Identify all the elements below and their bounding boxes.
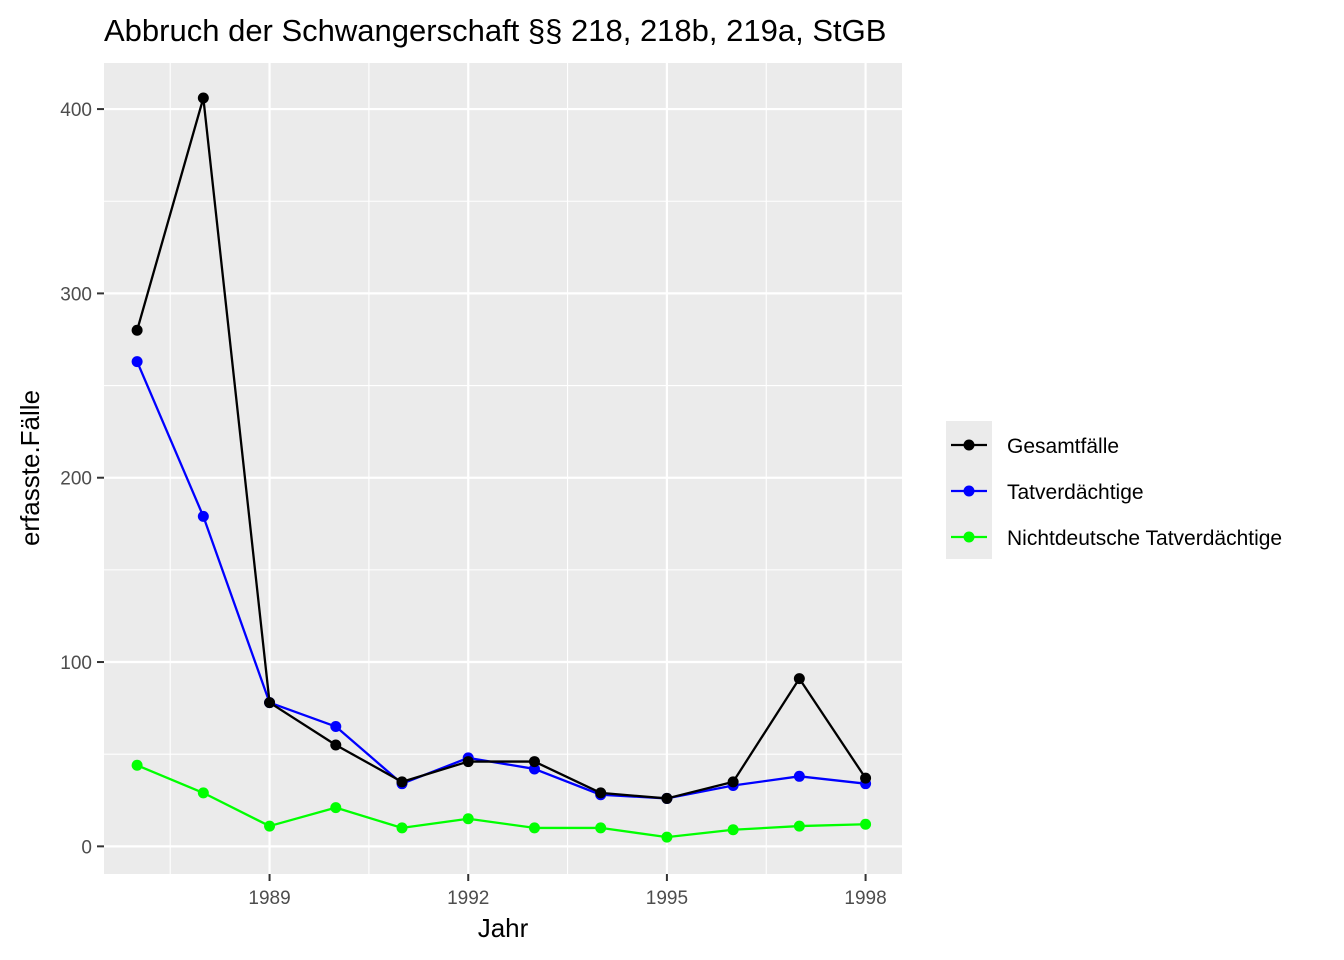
data-point	[131, 759, 143, 771]
data-point	[528, 822, 540, 834]
series-1	[131, 92, 872, 804]
data-point	[793, 673, 805, 685]
data-point	[197, 92, 209, 104]
y-tick-label: 200	[60, 469, 92, 490]
data-point	[197, 510, 209, 522]
data-point	[793, 820, 805, 832]
y-tick-label: 0	[81, 837, 92, 858]
minor-gridlines	[104, 63, 902, 874]
legend: Gesamtfälle Tatverdächtige Nichtdeutsche T…	[946, 421, 1282, 559]
y-tick-label: 400	[60, 100, 92, 121]
x-tick-label: 1995	[646, 888, 688, 909]
data-point	[197, 787, 209, 799]
x-axis-title: Jahr	[478, 913, 529, 943]
y-tick-label: 300	[60, 284, 92, 305]
data-point	[661, 831, 673, 843]
data-point	[727, 776, 739, 788]
x-tick-label: 1992	[447, 888, 489, 909]
data-point	[330, 739, 342, 751]
legend-label: Gesamtfälle	[1007, 435, 1119, 458]
data-point	[793, 770, 805, 782]
legend-label: Nichtdeutsche Tatverdächtige	[1007, 527, 1282, 550]
data-point	[860, 772, 872, 784]
chart-title: Abbruch der Schwangerschaft §§ 218, 218b…	[104, 13, 886, 48]
series-line	[136, 764, 866, 839]
y-axis: 0 100 200 300 400	[60, 100, 104, 858]
major-gridlines	[104, 63, 902, 874]
plot-panel	[104, 63, 902, 874]
x-tick-label: 1998	[844, 888, 886, 909]
x-axis: 1989 1992 1995 1998	[248, 874, 887, 909]
legend-key-point	[963, 485, 975, 497]
data-point	[595, 822, 607, 834]
series-layer	[131, 92, 872, 843]
data-point	[860, 818, 872, 830]
x-tick-label: 1989	[248, 888, 290, 909]
data-point	[396, 776, 408, 788]
data-point	[131, 356, 143, 368]
series-line	[136, 96, 867, 800]
data-point	[462, 756, 474, 768]
data-point	[462, 813, 474, 825]
series-3	[131, 759, 872, 843]
data-point	[131, 324, 143, 336]
legend-key-point	[963, 531, 975, 543]
data-point	[264, 820, 276, 832]
data-point	[330, 721, 342, 733]
data-point	[396, 822, 408, 834]
data-point	[661, 792, 673, 804]
y-axis-title: erfasste.Fälle	[15, 390, 45, 546]
data-point	[727, 824, 739, 836]
data-point	[595, 787, 607, 799]
legend-label: Tatverdächtige	[1007, 481, 1144, 504]
y-tick-label: 100	[60, 653, 92, 674]
legend-key-point	[963, 439, 975, 451]
series-line	[136, 361, 866, 800]
data-point	[528, 756, 540, 768]
data-point	[264, 697, 276, 709]
data-point	[330, 802, 342, 814]
